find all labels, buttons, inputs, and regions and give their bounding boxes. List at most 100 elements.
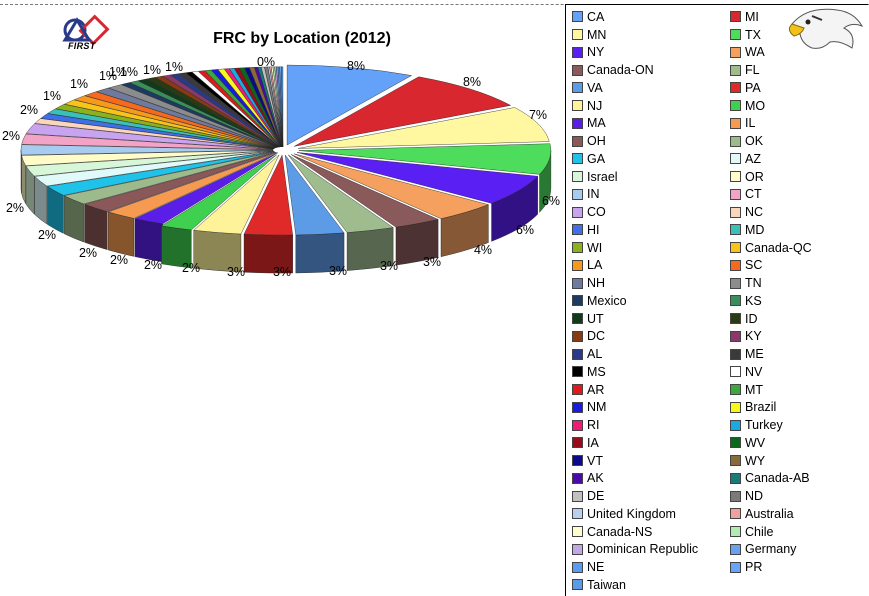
data-label: 1% xyxy=(165,60,183,74)
slice-top xyxy=(286,64,413,146)
slice-top xyxy=(84,91,276,149)
data-label: 3% xyxy=(273,265,291,279)
pie-slice-nh xyxy=(95,87,277,148)
data-label: 3% xyxy=(380,259,398,273)
legend-label: WA xyxy=(745,45,765,60)
legend-item: Mexico xyxy=(572,292,627,310)
pie-slice-ga xyxy=(46,151,275,234)
slice-top xyxy=(95,87,277,148)
legend-label: Canada-NS xyxy=(587,524,653,539)
pie-slice-pa xyxy=(243,154,293,274)
legend-swatch xyxy=(730,135,741,147)
pie-chart: FRC by Location (2012) 8% 8% 7% 6% 6% 4% 3% 3% 3… xyxy=(2,30,560,279)
legend-label: OK xyxy=(745,134,764,149)
legend-swatch xyxy=(572,419,583,431)
data-label: 4% xyxy=(474,243,492,257)
legend-item: UT xyxy=(572,310,604,328)
pie-slice-or xyxy=(21,150,274,205)
legend-item: Israel xyxy=(572,168,618,186)
pie-slice-id xyxy=(145,77,279,148)
legend-item: TN xyxy=(730,274,762,292)
legend-item: WY xyxy=(730,452,765,470)
legend-label: AZ xyxy=(745,151,761,166)
legend-label: ME xyxy=(745,347,764,362)
legend-item: MN xyxy=(572,26,606,44)
legend-item: Canada-ON xyxy=(572,61,654,79)
legend-label: Mexico xyxy=(587,293,627,308)
legend-label: AL xyxy=(587,347,603,362)
slice-top xyxy=(160,154,277,231)
slice-top xyxy=(63,151,276,205)
legend-swatch xyxy=(730,224,741,236)
pie-slice-va xyxy=(284,154,345,274)
legend-item: WV xyxy=(730,434,765,452)
slice-top xyxy=(107,152,277,219)
legend-label: MT xyxy=(745,382,764,397)
legend-swatch xyxy=(730,64,741,76)
legend-label: KS xyxy=(745,293,762,308)
pie-slice-la xyxy=(73,95,276,149)
legend-label: MN xyxy=(587,27,607,42)
slice-top xyxy=(298,107,550,149)
legend-label: CT xyxy=(745,187,762,202)
legend-item: WA xyxy=(730,44,765,62)
pie-slice-ct xyxy=(21,133,274,150)
legend-swatch xyxy=(572,242,583,254)
legend-item: Australia xyxy=(730,505,794,523)
legend-label: ND xyxy=(745,489,764,504)
legend-swatch xyxy=(730,11,741,23)
pie-slice-canada-on xyxy=(290,154,439,266)
legend-item: CO xyxy=(572,203,606,221)
data-label: 3% xyxy=(423,255,441,269)
legend-swatch xyxy=(572,348,583,360)
legend-swatch xyxy=(730,437,741,449)
legend-swatch xyxy=(730,188,741,200)
legend-item: Taiwan xyxy=(572,576,626,594)
legend-swatch xyxy=(730,171,741,183)
pie-slice-wa xyxy=(293,153,490,257)
legend-swatch xyxy=(572,171,583,183)
legend-item: United Kingdom xyxy=(572,505,676,523)
legend-label: MO xyxy=(745,98,766,113)
data-label: 2% xyxy=(79,246,97,260)
legend-label: TX xyxy=(745,27,761,42)
legend-swatch xyxy=(572,543,583,555)
legend-item: NY xyxy=(572,44,604,62)
pie-slice-mexico xyxy=(120,82,278,148)
slice-top xyxy=(63,99,275,149)
legend-item: CT xyxy=(730,186,762,204)
legend-swatch xyxy=(572,224,583,236)
slice-top xyxy=(177,72,280,148)
data-label: 1% xyxy=(143,63,161,77)
pie-slice-me xyxy=(177,72,280,148)
slice-top xyxy=(193,154,280,235)
legend: CA MI MN TX NY WA Canada-ON FL VA PA NJ MO MA IL OH OK G… xyxy=(565,4,868,596)
pie-slice-ut xyxy=(137,78,278,148)
legend-label: ID xyxy=(745,311,758,326)
legend-item: OR xyxy=(730,168,764,186)
legend-label: LA xyxy=(587,258,603,273)
legend-swatch xyxy=(730,543,741,555)
legend-item: DE xyxy=(572,487,604,505)
pie-slice-mi xyxy=(294,76,512,147)
data-label: 1% xyxy=(43,89,61,103)
legend-swatch xyxy=(572,153,583,165)
pie-slice-nm xyxy=(210,69,281,148)
legend-item: TX xyxy=(730,26,761,44)
pie-slice-md xyxy=(47,108,275,149)
slice-top xyxy=(217,68,281,148)
legend-label: UT xyxy=(587,311,604,326)
legend-swatch xyxy=(730,561,741,573)
legend-swatch xyxy=(572,11,583,23)
slice-top xyxy=(21,133,274,150)
legend-label: SC xyxy=(745,258,763,273)
data-label: 0% xyxy=(257,55,275,69)
legend-label: Germany xyxy=(745,542,797,557)
legend-label: NY xyxy=(587,45,605,60)
legend-label: MA xyxy=(587,116,606,131)
slice-top xyxy=(293,153,490,219)
legend-label: RI xyxy=(587,418,600,433)
data-label: 2% xyxy=(38,228,56,242)
slice-side xyxy=(108,211,134,257)
legend-swatch xyxy=(730,348,741,360)
